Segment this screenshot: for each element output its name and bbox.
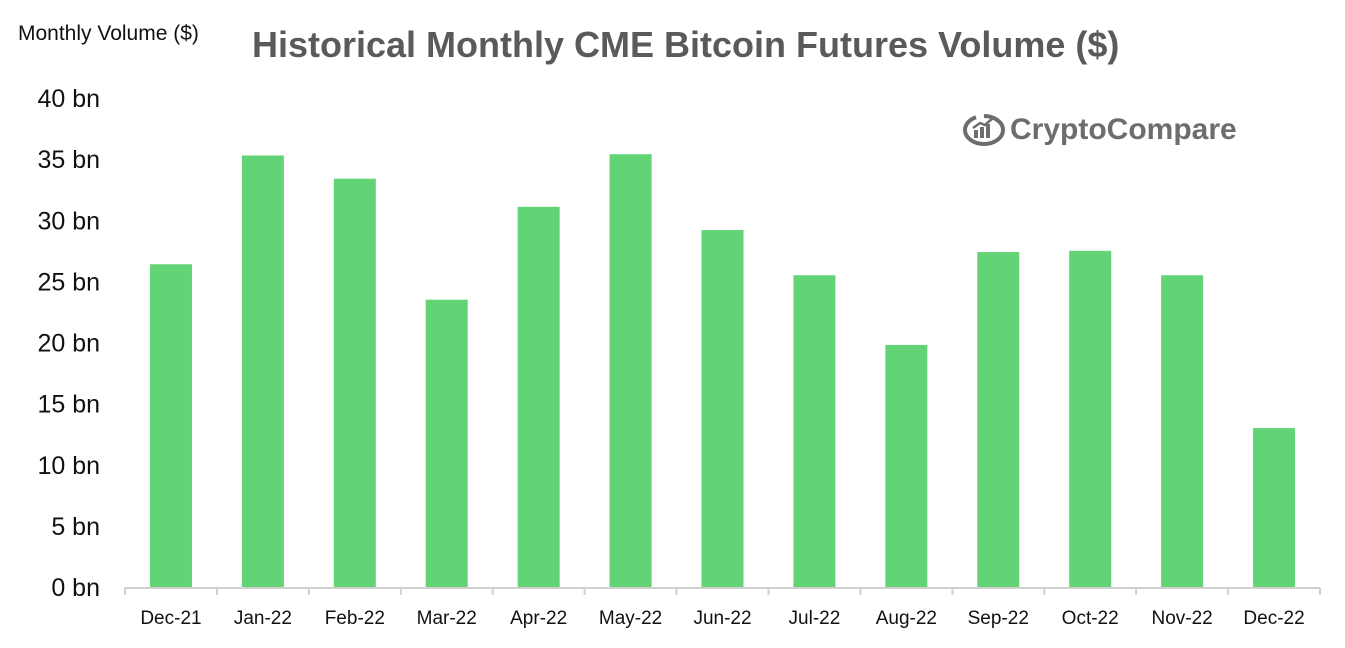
y-tick-label: 5 bn [51, 513, 100, 541]
y-tick-label: 0 bn [51, 574, 100, 602]
bar [701, 230, 744, 587]
bar [885, 344, 928, 587]
x-tick-label: Dec-21 [140, 608, 201, 629]
x-tick-label: Oct-22 [1062, 608, 1119, 629]
bar [517, 206, 560, 588]
y-axis-label: Monthly Volume ($) [18, 22, 199, 45]
y-tick-label: 40 bn [37, 85, 100, 113]
y-tick-label: 10 bn [37, 452, 100, 480]
x-tick-label: Feb-22 [325, 608, 385, 629]
x-tick-label: Sep-22 [968, 608, 1029, 629]
bar [1069, 250, 1112, 587]
x-tick-label: Jan-22 [234, 608, 292, 629]
bar [425, 299, 468, 587]
chart-title: Historical Monthly CME Bitcoin Futures V… [252, 24, 1120, 65]
bar [149, 264, 192, 587]
y-tick-label: 35 bn [37, 146, 100, 174]
y-tick-label: 20 bn [37, 330, 100, 358]
y-tick-label: 25 bn [37, 268, 100, 296]
bar [1253, 428, 1296, 587]
bar [333, 178, 376, 587]
watermark-text: CryptoCompare [1010, 113, 1237, 146]
x-tick-label: Dec-22 [1243, 608, 1304, 629]
bar [241, 155, 284, 587]
x-tick-label: Jul-22 [789, 608, 841, 629]
y-tick-label: 15 bn [37, 391, 100, 419]
x-tick-label: Aug-22 [876, 608, 937, 629]
cryptocompare-logo: CryptoCompare [962, 112, 1237, 148]
y-tick-label: 30 bn [37, 207, 100, 235]
bar [609, 154, 652, 588]
x-tick-label: Apr-22 [510, 608, 567, 629]
x-tick-label: Mar-22 [417, 608, 477, 629]
chart-logo-icon [963, 114, 1005, 146]
x-tick-label: May-22 [599, 608, 662, 629]
bar [793, 275, 836, 587]
x-tick-label: Nov-22 [1151, 608, 1212, 629]
bar [1161, 275, 1204, 587]
x-tick-label: Jun-22 [693, 608, 751, 629]
bar [977, 252, 1020, 587]
